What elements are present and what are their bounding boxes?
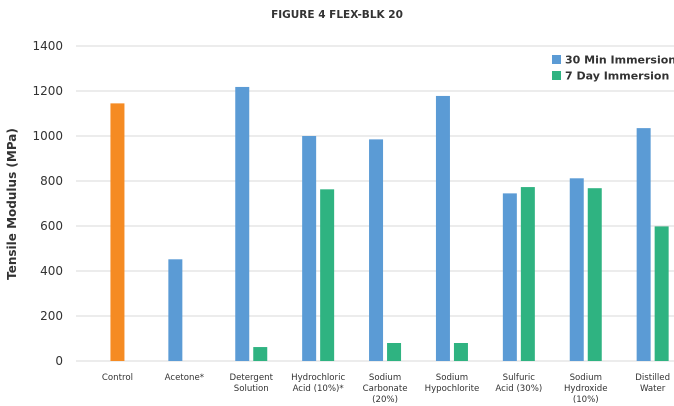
bar-30min-2 [235, 86, 250, 361]
y-tick-label: 600 [40, 219, 63, 233]
bar-30min-3 [302, 136, 317, 361]
y-tick-label: 1200 [32, 84, 63, 98]
y-tick-label: 1400 [32, 39, 63, 53]
x-tick-label: Hydrochloric Acid (10%)* [291, 373, 345, 394]
bar-30min-8 [636, 128, 651, 361]
bar-7day-2 [253, 347, 268, 361]
legend: 30 Min Immersion 7 Day Immersion [552, 54, 674, 83]
x-tick-label: Control [102, 373, 133, 383]
bar-control [110, 103, 125, 361]
x-tick-label: Acetone* [165, 373, 205, 383]
legend-swatch [552, 55, 561, 64]
bar-7day-4 [387, 343, 402, 361]
bar-30min-5 [435, 95, 450, 361]
y-tick-label: 0 [55, 354, 63, 368]
y-axis-label: Tensile Modulus (MPa) [5, 128, 19, 280]
bar-30min-7 [569, 178, 584, 361]
x-tick-label: Sodium Hypochlorite [425, 373, 480, 394]
y-tick-labels: 0 200 400 600 800 1000 1200 1400 [32, 39, 63, 368]
y-tick-label: 800 [40, 174, 63, 188]
x-tick-label: Sulfuric Acid (30%) [495, 373, 542, 394]
bar-7day-7 [587, 188, 602, 361]
x-tick-label: Distilled Water [635, 373, 670, 394]
x-tick-label: Detergent Solution [229, 373, 273, 394]
legend-swatch [552, 71, 561, 80]
y-tick-label: 1000 [32, 129, 63, 143]
x-tick-label: Sodium Carbonate (20%) [363, 373, 408, 405]
legend-label: 30 Min Immersion [565, 54, 674, 67]
y-tick-label: 200 [40, 309, 63, 323]
bar-7day-6 [520, 187, 535, 361]
bars [110, 86, 669, 361]
bar-30min-4 [369, 139, 384, 361]
y-tick-label: 400 [40, 264, 63, 278]
x-tick-labels: Control Acetone* Detergent Solution Hydrochl… [102, 373, 670, 405]
bar-30min-1 [168, 259, 183, 361]
bar-7day-8 [654, 226, 669, 361]
bar-30min-6 [502, 193, 517, 361]
bar-7day-3 [320, 189, 335, 361]
x-tick-label: Sodium Hydroxide (10%) [564, 373, 608, 405]
legend-label: 7 Day Immersion [565, 70, 669, 83]
bar-7day-5 [453, 343, 468, 361]
chart-title: FIGURE 4 FLEX-BLK 20 [271, 9, 403, 21]
